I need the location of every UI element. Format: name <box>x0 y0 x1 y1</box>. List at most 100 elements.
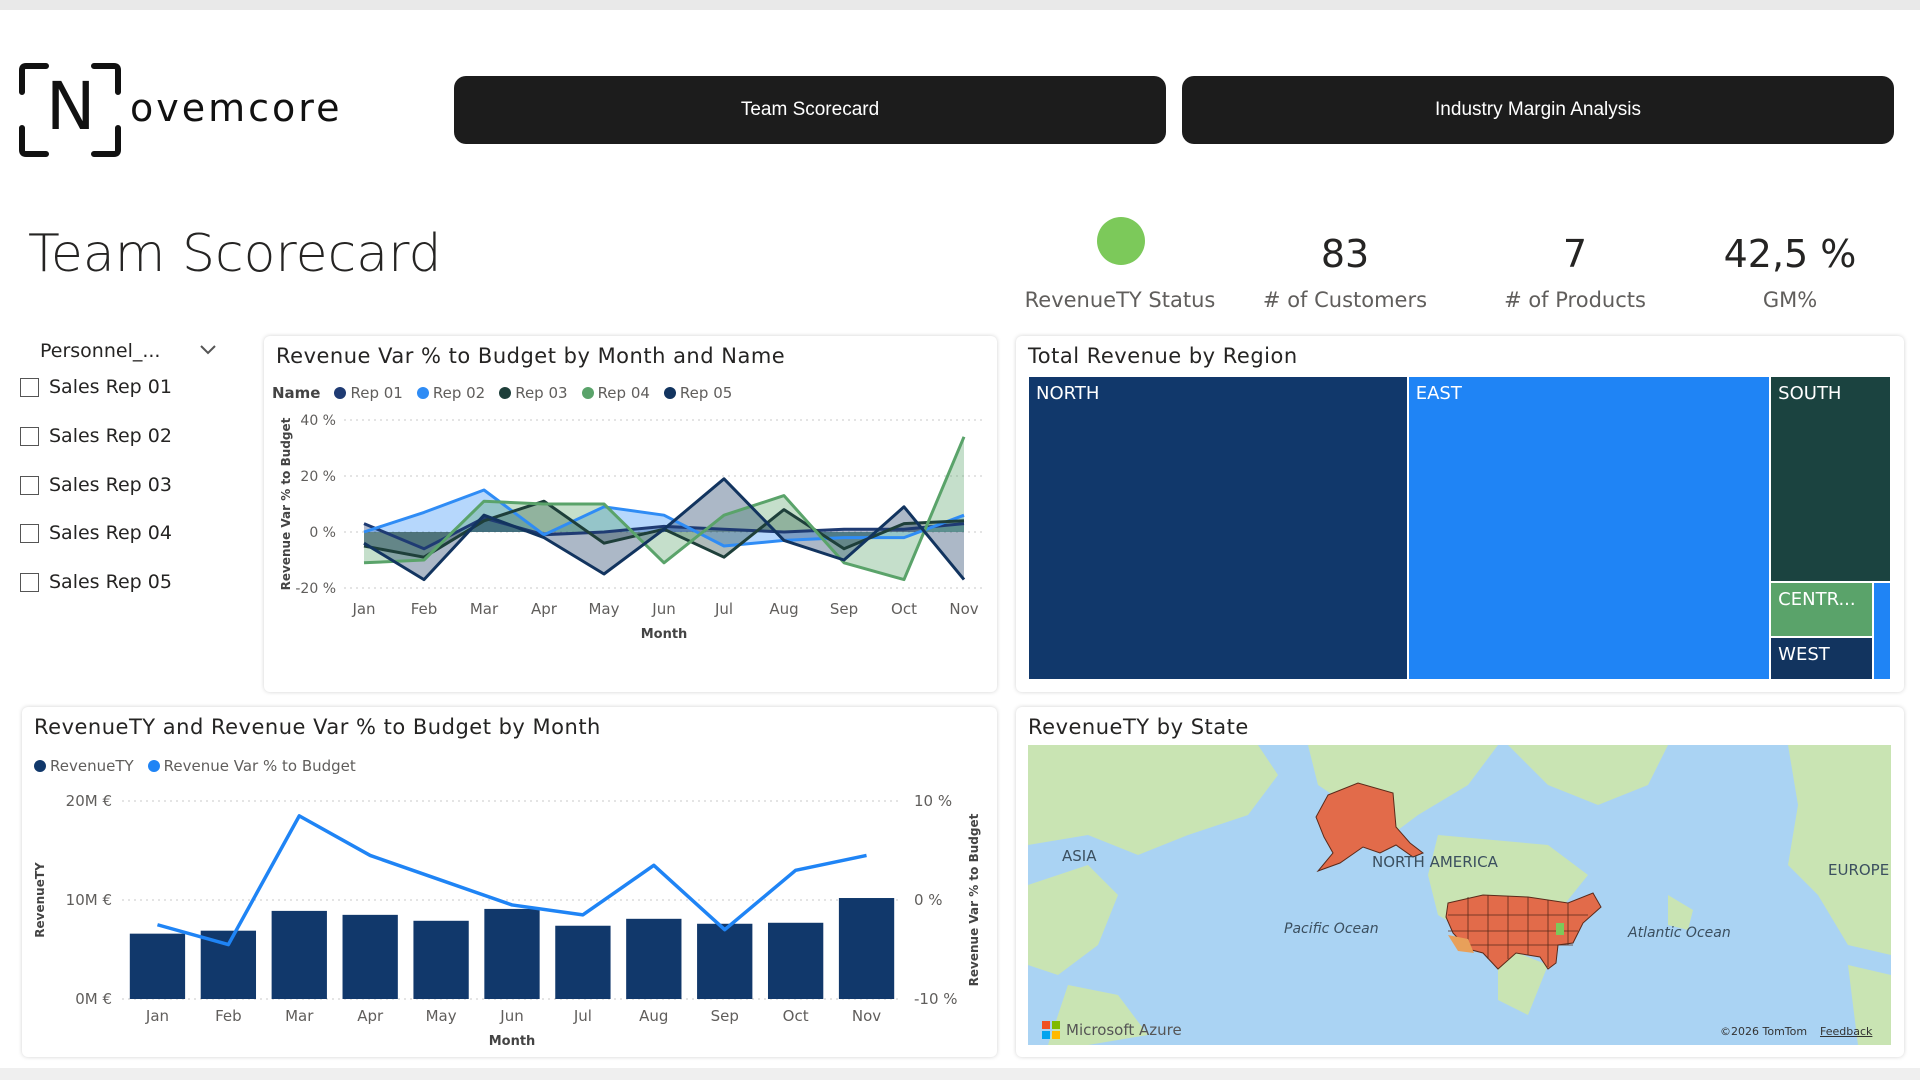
bar[interactable] <box>413 920 469 999</box>
treemap-tile-label: SOUTH <box>1778 383 1842 404</box>
chart-title: RevenueTY and Revenue Var % to Budget by… <box>34 715 601 739</box>
x-tick-label: Oct <box>891 600 917 618</box>
checkbox[interactable] <box>20 426 39 446</box>
treemap[interactable]: NORTH EAST SOUTH CENTR... WEST <box>1028 376 1891 680</box>
area-series-line[interactable] <box>363 477 966 582</box>
treemap-tile-label: WEST <box>1778 643 1830 665</box>
treemap-tile[interactable]: NORTH <box>1028 376 1408 680</box>
map-copyright: ©2026 TomTom <box>1720 1025 1808 1038</box>
bar[interactable] <box>129 933 186 999</box>
y-tick-label: 10M € <box>66 891 112 909</box>
map-state-region[interactable] <box>1315 782 1425 873</box>
slicer-item[interactable]: Sales Rep 05 <box>20 571 172 593</box>
map-label-atlantic: Atlantic Ocean <box>1628 925 1731 941</box>
chevron-down-icon[interactable] <box>198 342 218 361</box>
map-land-shape <box>1498 945 1548 1015</box>
map-state-shade <box>1448 935 1474 953</box>
bar[interactable] <box>838 898 895 999</box>
checkbox[interactable] <box>20 523 39 543</box>
chart-title: Revenue Var % to Budget by Month and Nam… <box>276 344 786 368</box>
map-land-shape <box>1308 745 1498 845</box>
state-map-card[interactable]: RevenueTY by State <box>1016 707 1904 1057</box>
legend-item[interactable]: Rep 01 <box>334 384 403 402</box>
top-strip <box>0 0 1920 10</box>
legend-item[interactable]: RevenueTY <box>34 757 134 775</box>
map-canvas[interactable] <box>1028 745 1891 1045</box>
bar[interactable] <box>767 922 824 999</box>
bar[interactable] <box>697 923 753 999</box>
treemap-tile[interactable]: EAST <box>1407 376 1771 680</box>
x-tick-label: Nov <box>949 600 978 618</box>
products-label: # of Products <box>1504 288 1646 312</box>
y-right-axis-title: Revenue Var % to Budget <box>967 813 981 986</box>
treemap-tile[interactable]: CENTR... <box>1770 582 1873 637</box>
line-series[interactable] <box>156 814 867 947</box>
slicer-item[interactable]: Sales Rep 01 <box>20 376 172 398</box>
legend-item[interactable]: Rep 03 <box>499 384 568 402</box>
treemap-tile[interactable] <box>1872 582 1891 680</box>
legend-item[interactable]: Rep 05 <box>663 384 732 402</box>
bar[interactable] <box>626 918 682 999</box>
y-right-tick-label: 10 % <box>914 792 952 810</box>
treemap-tile-label: CENTR... <box>1778 589 1856 611</box>
x-tick-label: Jan <box>145 1007 169 1025</box>
map-label-north-america: NORTH AMERICA <box>1372 853 1498 871</box>
map-land-shape <box>1048 985 1148 1045</box>
slicer-item[interactable]: Sales Rep 03 <box>20 474 172 496</box>
revenue-var-area-card[interactable]: Revenue Var % to Budget by Month and Nam… <box>264 336 997 692</box>
azure-logo-icon <box>1042 1021 1060 1039</box>
map-brand: Microsoft Azure <box>1066 1021 1182 1039</box>
x-tick-label: Aug <box>769 600 798 618</box>
area-series-line[interactable] <box>363 516 965 551</box>
combo-chart[interactable]: 20M € 10M € 0M € 10 % 0 % -10 % Jan Feb Mar Apr Ma… <box>22 779 997 1057</box>
slicer-item[interactable]: Sales Rep 02 <box>20 425 172 447</box>
treemap-tile-label: NORTH <box>1036 383 1100 404</box>
x-tick-label: Sep <box>711 1007 739 1025</box>
y-tick-label: 40 % <box>300 413 336 429</box>
legend-item[interactable]: Rep 04 <box>581 384 650 402</box>
x-tick-label: Jun <box>499 1007 523 1025</box>
map-state-highlight <box>1556 923 1564 935</box>
nav-industry-margin-button[interactable]: Industry Margin Analysis <box>1182 76 1894 144</box>
nav-team-scorecard-button[interactable]: Team Scorecard <box>454 76 1166 144</box>
logo-letter: N <box>46 68 96 145</box>
map[interactable]: ASIA NORTH AMERICA EUROPE Pacific Ocean … <box>1028 745 1891 1045</box>
area-series-line[interactable] <box>363 436 966 582</box>
legend-item[interactable]: Rep 02 <box>416 384 485 402</box>
slicer-header: Personnel_... <box>40 340 161 362</box>
area-series-line[interactable] <box>363 488 965 548</box>
area-series-fill <box>364 436 964 580</box>
y-tick-label: 0M € <box>75 990 112 1008</box>
x-tick-label: Apr <box>531 600 558 618</box>
treemap-tile[interactable]: SOUTH <box>1770 376 1891 583</box>
bar[interactable] <box>271 910 327 999</box>
revenue-combo-card[interactable]: RevenueTY and Revenue Var % to Budget by… <box>22 707 997 1057</box>
checkbox[interactable] <box>20 572 39 592</box>
bottom-strip <box>0 1068 1920 1080</box>
x-tick-label: Jul <box>573 1007 592 1025</box>
bar[interactable] <box>555 925 611 999</box>
region-treemap-card[interactable]: Total Revenue by Region NORTH EAST SOUTH CE… <box>1016 336 1904 692</box>
area-chart[interactable]: 40 % 20 % 0 % -20 % Jan Feb Mar Apr May Jun Jul Aug… <box>264 406 997 692</box>
map-land-shape <box>1848 965 1891 1045</box>
chart-legend: Name Rep 01 Rep 02 Rep 03 Rep 04 Rep 05 <box>272 384 732 402</box>
x-tick-label: Feb <box>215 1007 242 1025</box>
y-tick-label: -20 % <box>295 581 336 597</box>
bar[interactable] <box>342 914 398 999</box>
y-right-tick-label: 0 % <box>914 891 943 909</box>
slicer-item[interactable]: Sales Rep 04 <box>20 522 172 544</box>
x-tick-label: May <box>426 1007 457 1025</box>
slicer-item-label: Sales Rep 04 <box>49 522 172 544</box>
chart-title: Total Revenue by Region <box>1028 344 1298 368</box>
legend-item[interactable]: Revenue Var % to Budget <box>147 757 356 775</box>
page-title: Team Scorecard <box>28 224 442 284</box>
map-feedback-link[interactable]: Feedback <box>1820 1025 1873 1038</box>
map-label-asia: ASIA <box>1062 847 1097 865</box>
customers-label: # of Customers <box>1262 288 1428 312</box>
treemap-tile[interactable]: WEST <box>1770 636 1873 680</box>
map-land-shape <box>1668 895 1693 930</box>
x-axis-title: Month <box>641 627 688 642</box>
bar[interactable] <box>484 908 540 999</box>
checkbox[interactable] <box>20 475 39 495</box>
checkbox[interactable] <box>20 377 39 397</box>
